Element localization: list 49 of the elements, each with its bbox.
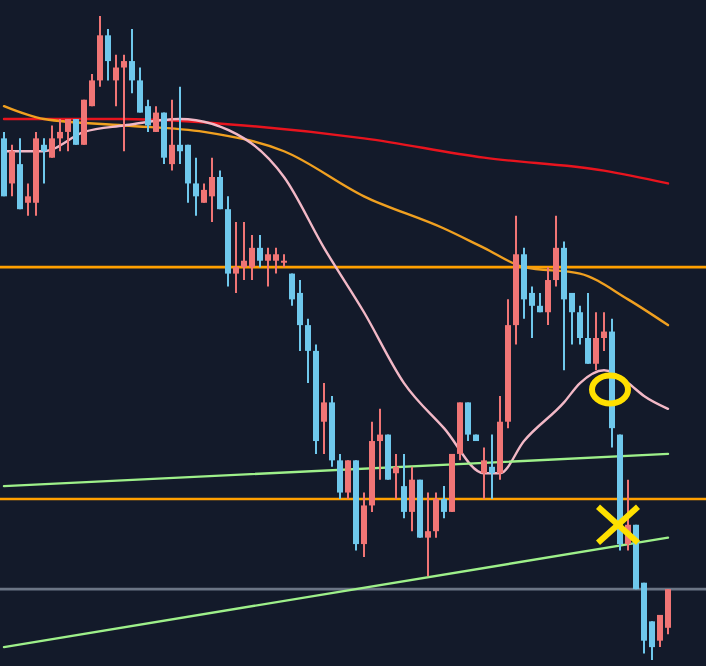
candlestick (377, 407, 383, 481)
candlestick (9, 143, 15, 198)
candlestick (193, 156, 199, 217)
candlestick (393, 452, 399, 500)
candlestick (233, 221, 239, 294)
candlestick (241, 221, 247, 282)
candlestick (433, 491, 439, 539)
candlestick (169, 98, 175, 172)
candlestick (201, 182, 207, 204)
candlestick (249, 233, 255, 282)
candlestick (97, 15, 103, 88)
candlestick (321, 382, 327, 455)
candlestick (593, 311, 599, 372)
candlestick (209, 156, 215, 224)
candlestick (121, 53, 127, 153)
candlestick (273, 246, 279, 275)
candlestick (185, 143, 191, 204)
candlestick (553, 214, 559, 288)
candlestick (337, 452, 343, 500)
candlestick (217, 169, 223, 211)
candlestick (65, 118, 71, 153)
candlestick (17, 137, 23, 211)
candlestick (545, 266, 551, 327)
candlestick (305, 317, 311, 385)
candlestick (665, 588, 671, 636)
candlestick (265, 246, 271, 288)
candlestick (57, 118, 63, 153)
candlestick (441, 485, 447, 520)
candlestick (465, 401, 471, 443)
candlestick (601, 311, 607, 352)
candlestick (161, 111, 167, 166)
candlestick (521, 246, 527, 320)
candlestick (49, 124, 55, 159)
candlestick (257, 233, 263, 269)
candlestick (401, 452, 407, 520)
candlestick (425, 491, 431, 578)
candlestick (105, 27, 111, 82)
candlestick (113, 53, 119, 108)
candlestick (585, 291, 591, 365)
candlestick (153, 105, 159, 133)
candlestick (297, 279, 303, 352)
candlestick (345, 459, 351, 500)
candlestick (361, 491, 367, 558)
candlestick (577, 304, 583, 346)
candlestick (129, 27, 135, 95)
candlestick (41, 137, 47, 185)
candlestick (481, 446, 487, 500)
candlestick (489, 433, 495, 500)
candlestick (409, 465, 415, 533)
